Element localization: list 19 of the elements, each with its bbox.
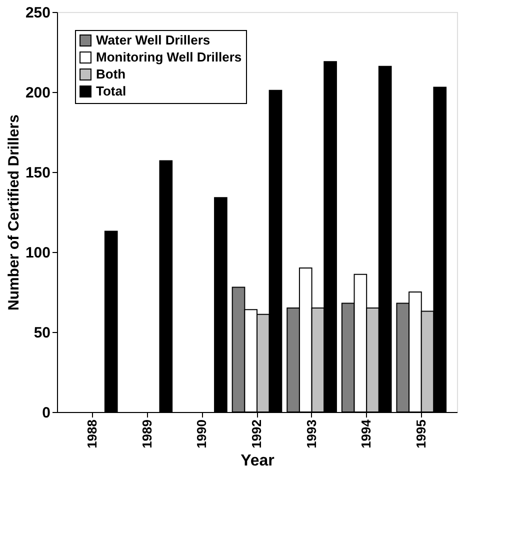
y-tick-label: 0 (42, 404, 50, 422)
x-tick-label: 1994 (358, 418, 374, 448)
legend-label: Monitoring Well Drillers (96, 50, 242, 64)
x-tick-label: 1992 (249, 420, 264, 448)
x-tick-label: 1993 (304, 420, 319, 448)
y-tick-label: 150 (25, 164, 50, 182)
y-tick-label: 200 (25, 84, 50, 102)
y-tick-label: 50 (34, 324, 50, 342)
x-tick-label: 1989 (139, 420, 154, 448)
x-tick-label: 1995 (413, 420, 428, 448)
legend-label: Both (96, 66, 126, 82)
y-tick-label: 100 (25, 244, 50, 262)
legend-label: Water Well Drillers (96, 32, 210, 48)
x-tick-label: 1990 (194, 420, 210, 448)
y-tick-label: 250 (25, 4, 50, 22)
legend-label: Total (96, 84, 126, 98)
x-axis-title: Year (240, 452, 274, 470)
y-axis-title: Number of Certified Drillers (5, 114, 22, 310)
x-tick-label: 1988 (84, 420, 100, 448)
